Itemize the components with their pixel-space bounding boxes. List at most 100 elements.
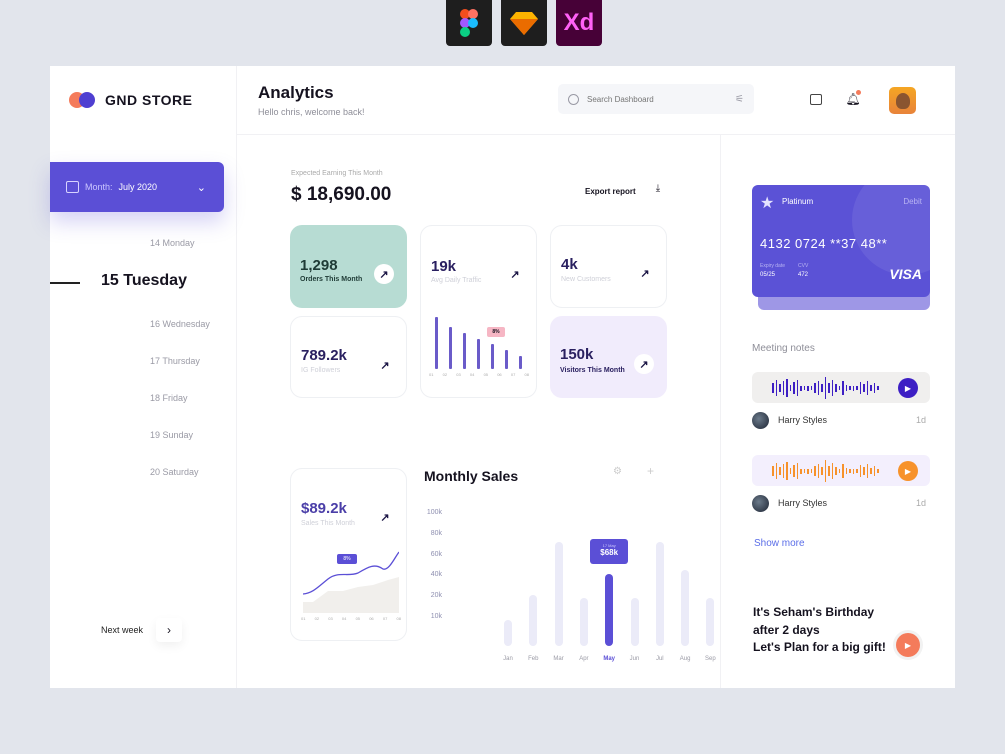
wave-bar: [877, 469, 879, 473]
wave-bar: [800, 468, 802, 474]
next-week-button[interactable]: ›: [156, 618, 182, 642]
wave-bar: [800, 385, 802, 391]
traffic-bar: [463, 332, 466, 369]
arrow-up-right-icon[interactable]: ↗: [375, 507, 395, 527]
next-week-label: Next week: [101, 625, 144, 635]
wave-bar: [807, 385, 809, 391]
arrow-up-right-icon[interactable]: ↗: [505, 264, 525, 284]
wave-bar: [824, 460, 826, 482]
tick-label: 07: [382, 616, 388, 621]
messages-button[interactable]: [805, 89, 827, 109]
arrow-up-right-icon[interactable]: ↗: [375, 355, 395, 375]
arrow-up-right-icon[interactable]: ↗: [374, 264, 394, 284]
wave-bar: [849, 386, 851, 390]
traffic-bar: [505, 349, 508, 369]
waveform: [772, 459, 879, 483]
play-button[interactable]: ▶: [898, 378, 918, 398]
day-item[interactable]: 16 Wednesday: [150, 319, 210, 329]
arrow-up-right-icon[interactable]: ↗: [634, 354, 654, 374]
wave-bar: [838, 386, 840, 390]
orders-label: Orders This Month: [300, 276, 363, 283]
wave-bar: [789, 468, 791, 474]
wave-bar: [817, 381, 819, 395]
cvv-value: 472: [798, 272, 809, 278]
wave-bar: [835, 467, 837, 475]
sales-bar: [706, 598, 715, 646]
day-item[interactable]: 19 Sunday: [150, 430, 194, 440]
sales-card[interactable]: $89.2k Sales This Month ↗ 8% 01 02 03 04 05 0…: [290, 468, 407, 641]
orders-card[interactable]: 1,298 Orders This Month ↗: [290, 225, 407, 308]
avatar[interactable]: [889, 87, 916, 114]
day-item[interactable]: 14 Monday: [150, 238, 195, 248]
wave-bar: [835, 384, 837, 392]
sales-bar: [504, 619, 512, 646]
monthly-sales-title: Monthly Sales: [424, 468, 519, 484]
play-button[interactable]: ▶: [898, 461, 918, 481]
wave-bar: [803, 386, 805, 390]
tick-label: 05: [355, 616, 361, 621]
day-item[interactable]: 17 Thursday: [150, 356, 200, 366]
customers-value: 4k: [561, 256, 578, 273]
birthday-play-button[interactable]: ▶: [896, 633, 920, 657]
expiry-label: Expiry date: [760, 263, 786, 269]
voice-note[interactable]: ▶: [752, 455, 930, 486]
sales-bar: [529, 595, 538, 646]
sales-bar: [655, 542, 664, 646]
day-item[interactable]: 20 Saturday: [150, 467, 199, 477]
credit-card[interactable]: ★ Platinum Debit 4132 0724 **37 48** Exp…: [752, 185, 930, 297]
wave-bar: [796, 380, 798, 396]
download-icon[interactable]: ⤓: [655, 183, 661, 194]
wave-bar: [779, 384, 781, 392]
tick-label: 03: [328, 616, 333, 621]
wave-bar: [772, 466, 774, 476]
wave-bar: [852, 385, 854, 391]
wave-bar: [779, 467, 781, 475]
wave-bar: [856, 386, 858, 390]
card-number: 4132 0724 **37 48**: [760, 236, 888, 251]
month-selector[interactable]: Month: July 2020 ⌄: [50, 162, 224, 212]
wave-bar: [807, 468, 809, 474]
note-time: 1d: [916, 498, 927, 508]
search-bar[interactable]: ⚟: [558, 84, 754, 114]
day-item[interactable]: 18 Friday: [150, 393, 188, 403]
show-more-link[interactable]: Show more: [754, 538, 805, 549]
wave-bar: [870, 468, 872, 474]
avatar: [752, 495, 769, 512]
bar-tooltip: 17 May $68k: [590, 538, 629, 564]
wave-bar: [810, 469, 812, 473]
wave-bar: [838, 469, 840, 473]
cvv-label: CVV: [798, 263, 809, 269]
wave-bar: [789, 385, 791, 391]
search-input[interactable]: [587, 94, 728, 104]
plus-icon[interactable]: +: [647, 464, 655, 478]
wave-bar: [803, 469, 805, 473]
traffic-card[interactable]: 19k Avg Daily Traffic ↗ 8% 01 02 03 04 05 06 0…: [420, 225, 537, 398]
export-report-button[interactable]: Export report: [585, 187, 636, 196]
tooltip-date: 17 May: [602, 542, 616, 548]
sketch-icon: [501, 0, 547, 46]
followers-card[interactable]: 789.2k IG Followers ↗: [290, 316, 407, 398]
sales-badge: 8%: [337, 554, 357, 564]
note-author: Harry Styles: [778, 498, 828, 508]
wave-bar: [793, 382, 795, 394]
visitors-label: Visitors This Month: [560, 367, 625, 374]
wave-bar: [828, 383, 830, 393]
sales-value: $89.2k: [301, 500, 347, 517]
wave-bar: [828, 466, 830, 476]
wave-bar: [810, 386, 812, 390]
settings-icon[interactable]: ⚙: [613, 466, 622, 477]
arrow-up-right-icon[interactable]: ↗: [635, 263, 655, 283]
voice-note[interactable]: ▶: [752, 372, 930, 403]
filter-icon[interactable]: ⚟: [735, 93, 744, 105]
wave-bar: [824, 377, 826, 399]
brand-logo[interactable]: GND STORE: [69, 92, 192, 108]
x-tick-label: Jan: [503, 656, 513, 662]
tick-label: 01: [429, 372, 434, 377]
customers-card[interactable]: 4k New Customers ↗: [550, 225, 667, 308]
visitors-card[interactable]: 150k Visitors This Month ↗: [550, 316, 667, 398]
tick-label: 03: [456, 372, 461, 377]
notifications-button[interactable]: 🔔︎: [842, 89, 864, 109]
day-item-selected[interactable]: 15 Tuesday: [101, 272, 187, 289]
figma-icon: [446, 0, 492, 46]
tick-label: 04: [341, 616, 347, 621]
